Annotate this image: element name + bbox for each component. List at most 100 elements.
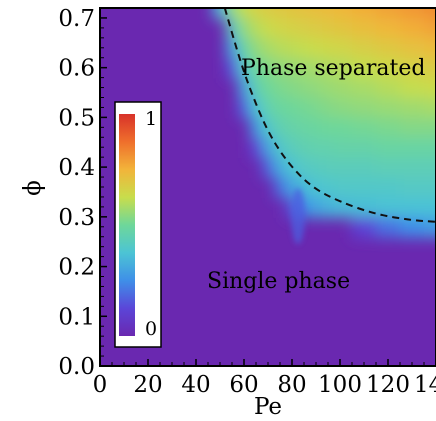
heatmap-cell xyxy=(322,137,335,159)
x-axis-label: Pe xyxy=(254,394,282,420)
heatmap-cell xyxy=(310,97,323,119)
x-tick-label: 0 xyxy=(93,372,108,398)
heatmap-cell xyxy=(352,137,377,159)
heatmap-cell xyxy=(400,8,425,19)
heatmap-cell xyxy=(274,17,287,39)
heatmap-cell xyxy=(334,77,353,99)
heatmap-cell xyxy=(274,57,287,79)
heatmap-cell xyxy=(400,37,425,59)
y-axis-label: ϕ xyxy=(20,180,46,196)
heatmap-cell xyxy=(286,57,299,79)
heatmap-cell xyxy=(310,177,323,198)
heatmap-cell xyxy=(238,97,251,119)
colorbar-gradient xyxy=(119,114,135,336)
heatmap-cell xyxy=(424,117,436,139)
heatmap-cell xyxy=(274,157,287,179)
colorbar-max-label: 1 xyxy=(145,108,157,130)
heatmap-cell xyxy=(262,37,275,59)
y-tick-label: 0.7 xyxy=(58,6,95,32)
heatmap-cell xyxy=(298,37,311,59)
heatmap-cell xyxy=(274,137,287,159)
region-label-single-phase: Single phase xyxy=(207,269,350,294)
y-tick-label: 0.2 xyxy=(58,255,95,281)
heatmap-cell xyxy=(238,17,251,39)
heatmap-cell xyxy=(352,177,377,198)
heatmap-cell xyxy=(298,97,311,119)
heatmap-cell xyxy=(274,97,287,119)
x-tick-label: 40 xyxy=(181,372,210,398)
heatmap-cell xyxy=(286,77,299,99)
heatmap-cell xyxy=(376,117,401,139)
heatmap-cell xyxy=(250,137,263,159)
heatmap-cell xyxy=(238,37,251,59)
heatmap-cell xyxy=(238,57,251,79)
heatmap-cell xyxy=(238,8,251,19)
heatmap-cell xyxy=(352,157,377,179)
heatmap-cell xyxy=(322,77,335,99)
heatmap-cell xyxy=(322,57,335,79)
heatmap-cell xyxy=(250,77,263,99)
heatmap-cell xyxy=(400,177,425,198)
x-tick-label: 60 xyxy=(229,372,258,398)
heatmap-cell xyxy=(334,117,353,139)
heatmap-cell xyxy=(334,137,353,159)
x-tick-label: 140 xyxy=(414,372,436,398)
y-tick-label: 0.0 xyxy=(58,354,95,380)
heatmap-cell xyxy=(250,117,263,139)
heatmap-cell xyxy=(322,97,335,119)
heatmap-cell xyxy=(352,17,377,39)
heatmap-cell xyxy=(376,216,401,238)
heatmap-cell xyxy=(376,77,401,99)
heatmap-cell xyxy=(322,17,335,39)
heatmap-cell xyxy=(376,17,401,39)
y-tick-label: 0.3 xyxy=(58,205,95,231)
heatmap-cell xyxy=(322,196,335,218)
heatmap-cell xyxy=(424,157,436,179)
heatmap-cell xyxy=(376,8,401,19)
heatmap-cell xyxy=(376,196,401,218)
heatmap-cell xyxy=(424,77,436,99)
x-tick-label: 100 xyxy=(318,372,362,398)
heatmap-cell xyxy=(424,196,436,218)
y-tick-label: 0.6 xyxy=(58,56,95,82)
heatmap-cell xyxy=(310,196,323,218)
heatmap-cell xyxy=(424,137,436,159)
heatmap-cell xyxy=(274,8,287,19)
heatmap-cell xyxy=(424,17,436,39)
heatmap-cell xyxy=(298,117,311,139)
heatmap-cell xyxy=(286,137,299,159)
y-tick-label: 0.5 xyxy=(58,105,95,131)
heatmap-cell xyxy=(310,17,323,39)
heatmap-cell xyxy=(262,117,275,139)
x-tick-label: 20 xyxy=(133,372,162,398)
heatmap-cell xyxy=(286,97,299,119)
heatmap-cell xyxy=(376,97,401,119)
heatmap-cell xyxy=(334,97,353,119)
heatmap-cell xyxy=(352,37,377,59)
colorbar-min-label: 0 xyxy=(145,318,157,340)
heatmap-cell xyxy=(262,77,275,99)
heatmap-cell xyxy=(400,77,425,99)
heatmap-cell xyxy=(400,216,425,238)
heatmap-cell xyxy=(334,17,353,39)
heatmap-cell xyxy=(352,8,377,19)
heatmap-cell xyxy=(226,8,239,19)
heatmap-cell xyxy=(400,97,425,119)
heatmap-cell xyxy=(262,57,275,79)
heatmap-cell xyxy=(334,8,353,19)
heatmap-cell xyxy=(352,196,377,218)
heatmap-cell xyxy=(424,8,436,19)
heatmap-cell xyxy=(334,57,353,79)
heatmap-cell xyxy=(334,157,353,179)
y-axis: 0.0 0.1 0.2 0.3 0.4 0.5 0.6 0.7 xyxy=(58,6,107,380)
heatmap-cell xyxy=(310,157,323,179)
phase-boundary-line xyxy=(223,8,436,223)
heatmap-cell xyxy=(400,17,425,39)
heatmap-cell xyxy=(376,57,401,79)
heatmap-cell xyxy=(424,177,436,198)
heatmap-cell xyxy=(352,216,377,238)
heatmap-cell xyxy=(274,77,287,99)
heatmap-cell xyxy=(310,37,323,59)
heatmap-cell xyxy=(298,137,311,159)
